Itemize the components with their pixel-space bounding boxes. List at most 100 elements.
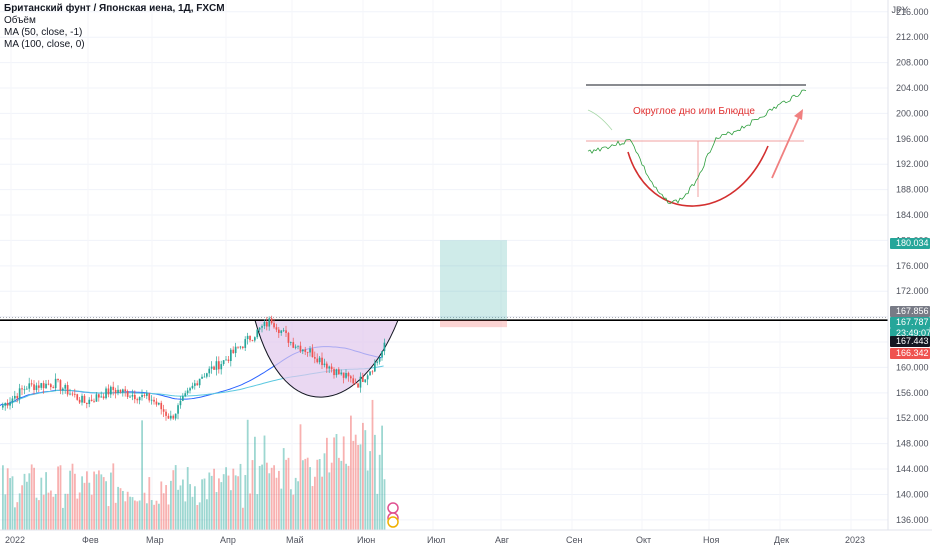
candle-body	[93, 401, 95, 402]
volume-bar	[60, 465, 62, 530]
volume-bar	[336, 434, 338, 530]
candle-body	[7, 403, 9, 406]
event-icons[interactable]	[388, 503, 398, 527]
price-tick-label: 144.000	[896, 464, 929, 474]
volume-bar	[172, 470, 174, 530]
candle-body	[52, 387, 54, 388]
volume-bar	[309, 467, 311, 530]
candle-body	[273, 323, 275, 327]
candle-body	[127, 391, 129, 397]
volume-bar	[124, 501, 126, 530]
volume-bar	[105, 481, 107, 530]
candle-body	[376, 362, 378, 363]
volume-bar	[69, 471, 71, 530]
candle-body	[38, 385, 40, 387]
candle-body	[201, 377, 203, 379]
volume-bars	[2, 400, 385, 530]
volume-bar	[247, 420, 249, 530]
volume-bar	[187, 467, 189, 530]
volume-bar	[19, 493, 21, 530]
volume-bar	[177, 490, 179, 530]
volume-bar	[40, 478, 42, 530]
candle-body	[295, 347, 297, 348]
candle-body	[232, 350, 234, 353]
candle-body	[19, 388, 21, 398]
volume-bar	[276, 478, 278, 530]
candle-body	[139, 397, 141, 400]
candle-body	[314, 357, 316, 359]
volume-bar	[232, 469, 234, 530]
volume-bar	[343, 436, 345, 530]
time-tick-label: Апр	[220, 535, 236, 545]
candle-body	[348, 373, 350, 376]
candle-body	[350, 376, 352, 378]
candle-body	[112, 387, 114, 390]
volume-bar	[48, 493, 50, 530]
candle-body	[115, 390, 117, 393]
volume-bar	[120, 488, 122, 530]
candle-body	[266, 322, 268, 327]
volume-bar	[146, 503, 148, 530]
time-tick-label: Ноя	[703, 535, 720, 545]
candle-body	[163, 409, 165, 411]
volume-bar	[100, 474, 102, 530]
volume-bar	[307, 458, 309, 530]
symbol-title[interactable]: Британский фунт / Японская иена, 1Д, FXC…	[4, 3, 225, 15]
candle-body	[177, 405, 179, 413]
volume-bar	[168, 504, 170, 530]
candle-body	[304, 349, 306, 351]
price-tag-label: 167.856	[896, 306, 929, 316]
volume-bar	[112, 463, 114, 530]
candle-body	[218, 361, 220, 369]
candle-body	[168, 416, 170, 419]
candle-body	[45, 384, 47, 388]
volume-bar	[52, 497, 54, 530]
time-axis[interactable]: 2022 Фев Мар Апр Май Июн Июл Авг Сен Окт Ноя Дек 202…	[0, 530, 932, 545]
indicator-ma50[interactable]: MA (50, close, -1)	[4, 27, 225, 39]
candle-body	[21, 388, 23, 389]
volume-bar	[240, 464, 242, 530]
candle-body	[60, 380, 62, 390]
volume-bar	[122, 491, 124, 530]
volume-bar	[304, 459, 306, 530]
volume-bar	[98, 470, 100, 530]
volume-bar	[348, 466, 350, 530]
volume-bar	[220, 482, 222, 530]
price-axis[interactable]: 136.000 140.000 144.000 148.000 152.000 156.0…	[888, 0, 929, 530]
candle-body	[96, 394, 98, 401]
volume-bar	[316, 460, 318, 530]
time-tick-label: Дек	[774, 535, 789, 545]
candle-body	[381, 351, 383, 357]
candle-body	[316, 359, 318, 363]
long-position-tool[interactable]	[440, 240, 507, 327]
candle-body	[333, 369, 335, 375]
volume-bar	[93, 472, 95, 530]
candle-body	[249, 336, 251, 340]
volume-bar	[350, 416, 352, 530]
candle-body	[196, 383, 198, 385]
volume-bar	[81, 476, 83, 530]
price-tick-label: 148.000	[896, 439, 929, 449]
candle-body	[36, 385, 38, 390]
time-tick-label: Фев	[82, 535, 99, 545]
cup-pattern-drawing[interactable]	[0, 318, 888, 398]
candle-body	[64, 385, 66, 389]
candle-body	[84, 396, 86, 403]
indicator-volume[interactable]: Объём	[4, 15, 225, 27]
candle-body	[69, 394, 71, 395]
candle-body	[364, 379, 366, 382]
candle-body	[86, 403, 88, 404]
volume-bar	[216, 492, 218, 530]
price-tick-label: 204.000	[896, 83, 929, 93]
candle-body	[345, 373, 347, 378]
indicator-ma100[interactable]: MA (100, close, 0)	[4, 39, 225, 51]
volume-bar	[244, 475, 246, 530]
volume-bar	[213, 469, 215, 530]
candle-body	[40, 383, 42, 388]
saucer-illustration[interactable]: Округлое дно или Блюдце	[586, 85, 806, 206]
candle-body	[283, 330, 285, 331]
candle-body	[144, 395, 146, 396]
candle-body	[105, 389, 107, 399]
volume-bar	[333, 437, 335, 530]
